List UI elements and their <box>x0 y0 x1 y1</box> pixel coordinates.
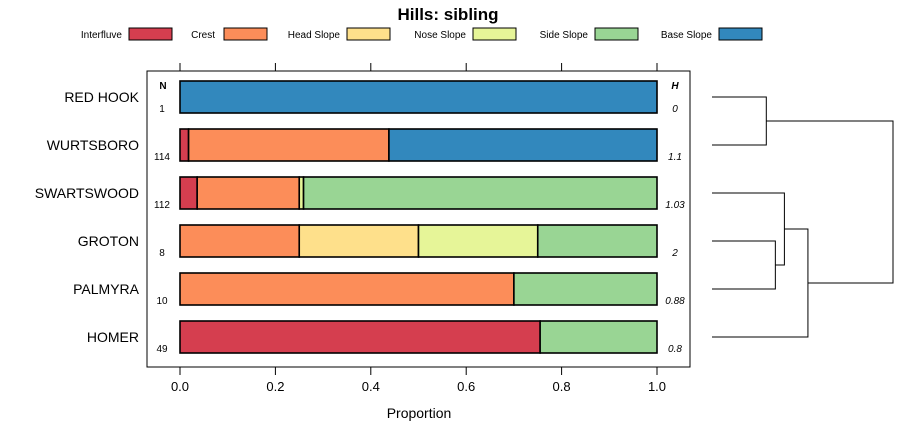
row-label: RED HOOK <box>64 89 139 105</box>
h-value: 0.88 <box>665 296 685 307</box>
row-label: GROTON <box>78 233 139 249</box>
row-label: PALMYRA <box>73 281 140 297</box>
chart-title: Hills: sibling <box>397 5 498 24</box>
bar-row: SWARTSWOOD 112 1.03 <box>35 176 685 211</box>
x-tick-label: 1.0 <box>648 379 666 394</box>
dendrogram-merge <box>712 96 767 146</box>
h-value: 1.1 <box>668 152 682 163</box>
h-column-header: H <box>671 81 679 92</box>
legend-swatch-crest <box>223 27 268 41</box>
legend-label-side-slope: Side Slope <box>540 30 589 41</box>
legend-swatch-side-slope <box>594 27 639 41</box>
bar-segment-interfluve <box>179 176 198 210</box>
h-value: 0.8 <box>668 344 682 355</box>
n-value: 49 <box>156 344 168 355</box>
bar-segment-crest <box>187 128 390 162</box>
dendrogram-merge <box>712 240 776 290</box>
bar-segment-side-slope <box>539 320 658 354</box>
bar-row: RED HOOK 1 0 <box>64 80 678 115</box>
x-tick-label: 0.4 <box>362 379 380 394</box>
dendrogram-merge <box>712 228 809 338</box>
legend-label-base-slope: Base Slope <box>661 30 713 41</box>
bar-row: GROTON 8 2 <box>78 224 678 259</box>
row-label: WURTSBORO <box>47 137 139 153</box>
h-value: 2 <box>671 248 678 259</box>
n-value: 114 <box>154 152 170 163</box>
bar-row: PALMYRA 10 0.88 <box>73 272 685 307</box>
x-tick-label: 0.0 <box>171 379 189 394</box>
bar-segment-side-slope <box>513 272 658 306</box>
n-value: 8 <box>159 248 165 259</box>
n-value: 112 <box>154 200 170 211</box>
bar-segment-crest <box>196 176 301 210</box>
bar-segment-crest <box>179 272 515 306</box>
row-label: SWARTSWOOD <box>35 185 139 201</box>
legend-label-head-slope: Head Slope <box>288 30 341 41</box>
legend-label-interfluve: Interfluve <box>81 30 123 41</box>
x-tick-label: 0.8 <box>553 379 571 394</box>
legend-swatch-base-slope <box>718 27 763 41</box>
legend-swatch-nose-slope <box>472 27 517 41</box>
h-value: 0 <box>672 104 678 115</box>
legend-swatch-interfluve <box>128 27 173 41</box>
x-tick-label: 0.2 <box>266 379 284 394</box>
bar-segment-head-slope <box>298 224 420 258</box>
x-axis-title: Proportion <box>387 405 452 421</box>
bar-row: HOMER 49 0.8 <box>87 320 682 355</box>
bar-segment-nose-slope <box>417 224 539 258</box>
n-column-header: N <box>159 81 166 92</box>
legend-swatch-head-slope <box>346 27 391 41</box>
bar-segment-side-slope <box>302 176 658 210</box>
legend-label-crest: Crest <box>191 30 215 41</box>
dendrogram <box>712 96 894 338</box>
bar-segment-crest <box>179 224 301 258</box>
bar-segment-side-slope <box>536 224 658 258</box>
bar-segment-interfluve <box>179 128 190 162</box>
dendrogram-merge <box>712 192 785 266</box>
row-label: HOMER <box>87 329 139 345</box>
legend-label-nose-slope: Nose Slope <box>414 30 466 41</box>
bar-segment-base-slope <box>179 80 658 114</box>
n-value: 10 <box>156 296 168 307</box>
x-tick-label: 0.6 <box>457 379 475 394</box>
x-axis: 0.0 0.2 0.4 0.6 0.8 1.0 <box>171 63 666 394</box>
dendrogram-merge <box>766 120 894 284</box>
bar-segment-base-slope <box>388 128 658 162</box>
h-value: 1.03 <box>665 200 685 211</box>
legend: Interfluve Crest Head Slope Nose Slope Side … <box>81 27 763 41</box>
plot-frame <box>146 70 691 368</box>
bar-row: WURTSBORO 114 1.1 <box>47 128 682 163</box>
n-value: 1 <box>159 104 165 115</box>
bar-segment-interfluve <box>179 320 541 354</box>
